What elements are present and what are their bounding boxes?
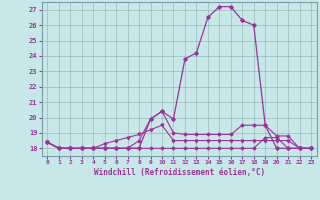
X-axis label: Windchill (Refroidissement éolien,°C): Windchill (Refroidissement éolien,°C) — [94, 168, 265, 177]
